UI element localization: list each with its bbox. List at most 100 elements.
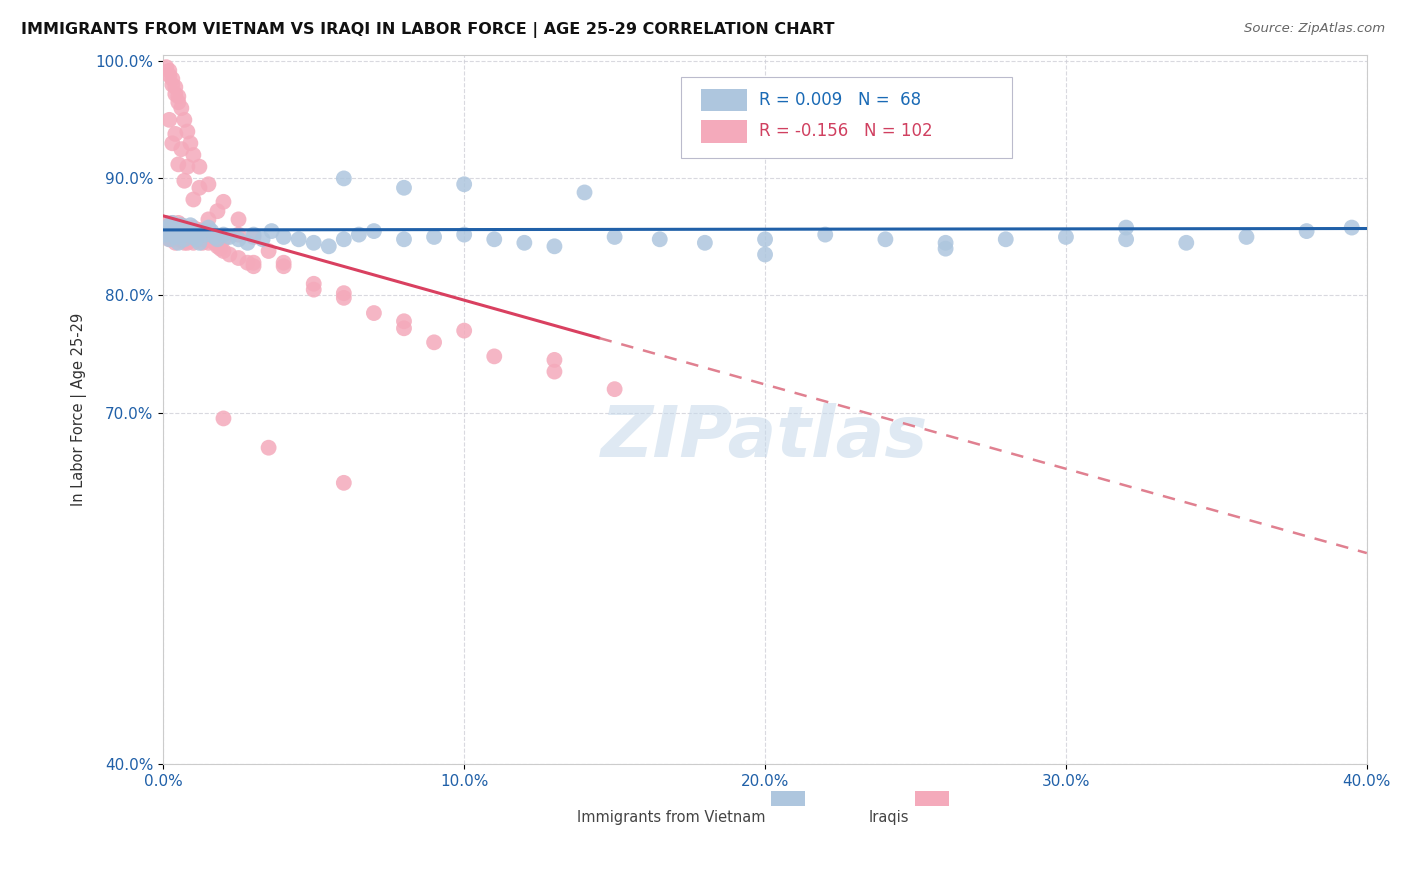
Point: [176, 223, 198, 237]
Point: [155, 224, 177, 238]
Point: [170, 219, 193, 233]
Bar: [770, 790, 804, 806]
Point: [212, 411, 235, 425]
Point: [875, 232, 897, 246]
Point: [167, 232, 190, 246]
Point: [165, 220, 187, 235]
Point: [347, 227, 370, 242]
Point: [165, 127, 187, 141]
Point: [287, 232, 309, 246]
Point: [170, 224, 193, 238]
Point: [543, 365, 565, 379]
Point: [935, 235, 957, 250]
Point: [392, 314, 415, 328]
Point: [165, 230, 187, 244]
Point: [157, 232, 180, 246]
Point: [191, 235, 214, 250]
Point: [484, 232, 506, 246]
Point: [273, 259, 295, 273]
Point: [212, 227, 235, 242]
Point: [333, 232, 356, 246]
Y-axis label: In Labor Force | Age 25-29: In Labor Force | Age 25-29: [72, 313, 87, 507]
Point: [209, 242, 232, 256]
Point: [155, 221, 177, 235]
Point: [176, 160, 198, 174]
Point: [162, 227, 184, 242]
Point: [197, 235, 219, 250]
Point: [162, 216, 184, 230]
Point: [252, 232, 274, 246]
Point: [167, 227, 190, 241]
Point: [228, 227, 250, 242]
Point: [204, 235, 226, 250]
Point: [179, 136, 201, 151]
Point: [173, 235, 195, 250]
Point: [392, 232, 415, 246]
Point: [228, 251, 250, 265]
Point: [188, 223, 211, 237]
Point: [1236, 230, 1258, 244]
Point: [157, 112, 180, 127]
Point: [218, 230, 240, 244]
Point: [935, 242, 957, 256]
Point: [1340, 220, 1362, 235]
Point: [155, 220, 177, 235]
Text: Iraqis: Iraqis: [869, 810, 910, 825]
Point: [204, 230, 226, 244]
Point: [260, 224, 283, 238]
Point: [236, 256, 259, 270]
Point: [157, 223, 180, 237]
Bar: [702, 89, 747, 112]
Point: [693, 235, 716, 250]
Point: [333, 475, 356, 490]
Point: [242, 230, 264, 244]
Point: [167, 225, 190, 239]
Point: [484, 350, 506, 364]
Point: [183, 230, 205, 244]
Point: [197, 220, 219, 235]
Point: [363, 224, 385, 238]
Point: [392, 321, 415, 335]
Point: [186, 232, 208, 246]
Point: [167, 235, 190, 250]
Point: [167, 157, 190, 171]
Point: [176, 235, 198, 250]
Point: [179, 232, 201, 246]
Point: [170, 219, 193, 233]
Point: [754, 232, 776, 246]
Point: [155, 60, 177, 74]
Point: [173, 174, 195, 188]
Point: [228, 212, 250, 227]
Point: [212, 244, 235, 258]
Point: [318, 239, 340, 253]
Point: [162, 216, 184, 230]
FancyBboxPatch shape: [681, 77, 1012, 158]
Point: [183, 220, 205, 235]
Point: [814, 227, 837, 242]
Point: [188, 235, 211, 250]
Point: [302, 283, 325, 297]
Point: [170, 101, 193, 115]
Point: [392, 181, 415, 195]
Point: [188, 160, 211, 174]
Point: [333, 291, 356, 305]
Point: [188, 232, 211, 246]
Point: [167, 220, 190, 235]
Point: [453, 178, 475, 192]
Point: [167, 95, 190, 110]
Point: [173, 227, 195, 242]
Point: [162, 232, 184, 246]
Text: R = -0.156   N = 102: R = -0.156 N = 102: [759, 122, 932, 140]
Point: [186, 225, 208, 239]
Point: [165, 235, 187, 250]
Point: [453, 227, 475, 242]
Point: [183, 148, 205, 162]
Point: [603, 382, 626, 396]
Point: [186, 232, 208, 246]
Point: [157, 224, 180, 238]
Point: [183, 193, 205, 207]
Point: [162, 78, 184, 92]
Point: [543, 352, 565, 367]
Point: [162, 223, 184, 237]
Text: Immigrants from Vietnam: Immigrants from Vietnam: [576, 810, 765, 825]
